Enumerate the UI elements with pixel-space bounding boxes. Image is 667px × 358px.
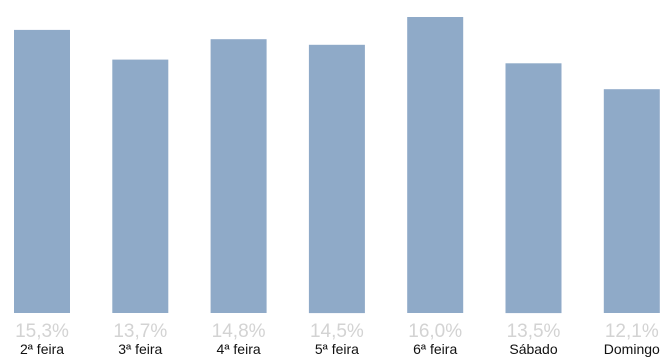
- data-label-3: 14,8%: [212, 321, 266, 342]
- data-label-2: 13,7%: [113, 321, 167, 342]
- category-label-2: 3ª feira: [118, 341, 162, 357]
- data-label-6: 13,5%: [507, 321, 561, 342]
- bar-7: [603, 89, 660, 313]
- category-labels-group: 2ª feira 3ª feira 4ª feira 5ª feira 6ª feira…: [20, 341, 660, 357]
- category-label-3: 4ª feira: [217, 341, 261, 357]
- bar-2: [112, 59, 169, 313]
- bar-5: [407, 17, 464, 313]
- category-label-7: Domingo: [604, 341, 660, 357]
- data-label-4: 14,5%: [310, 321, 364, 342]
- bar-4: [308, 44, 365, 314]
- value-labels-group: 15,3% 13,7% 14,8% 14,5% 16,0% 13,5% 12,1%: [15, 321, 659, 342]
- category-label-6: Sábado: [509, 341, 557, 357]
- data-label-1: 15,3%: [15, 321, 69, 342]
- bar-6: [505, 63, 562, 314]
- data-label-5: 16,0%: [408, 321, 462, 342]
- bars-group: [14, 17, 660, 314]
- category-label-4: 5ª feira: [315, 341, 359, 357]
- bar-1: [14, 29, 70, 314]
- bar-3: [210, 39, 267, 313]
- data-label-7: 12,1%: [605, 321, 659, 342]
- category-label-5: 6ª feira: [413, 341, 457, 357]
- category-label-1: 2ª feira: [20, 341, 64, 357]
